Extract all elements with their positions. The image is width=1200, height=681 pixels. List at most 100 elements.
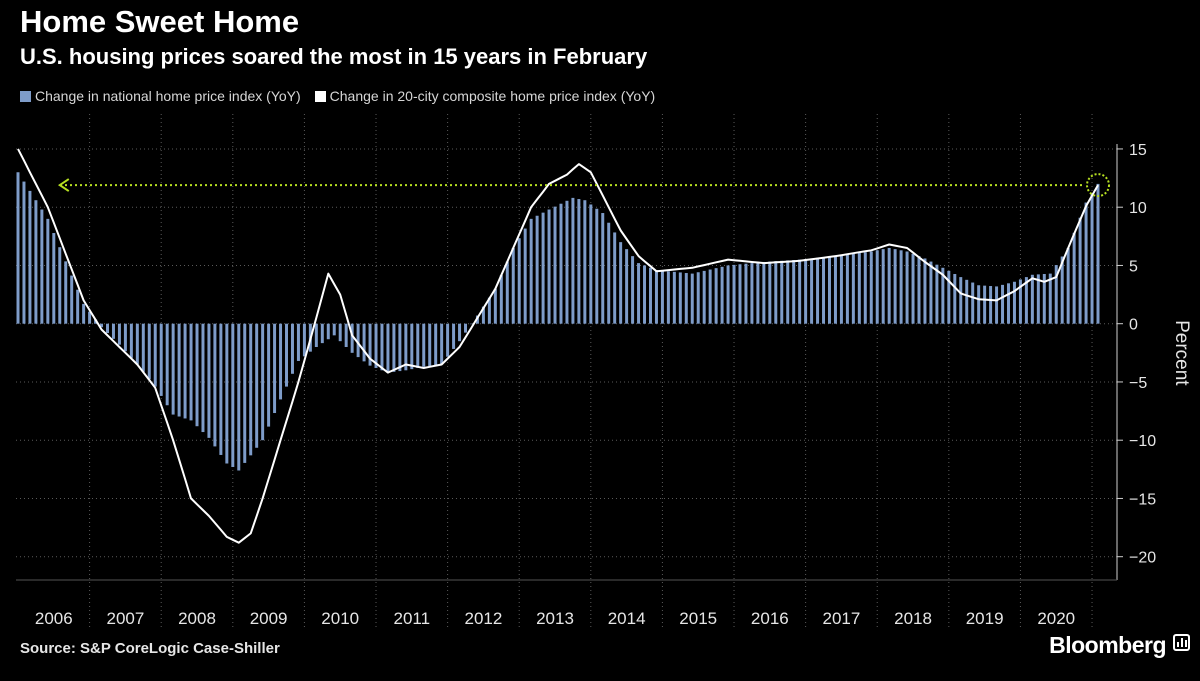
source-note: Source: S&P CoreLogic Case-Shiller [20,640,280,657]
bar [523,228,527,324]
bar [1066,247,1070,324]
bar [147,323,151,380]
bar [159,323,163,396]
bar [756,262,760,324]
bar [392,323,396,372]
bar [34,200,38,324]
bar [869,251,873,324]
bar [1001,284,1005,324]
page-title: Home Sweet Home [20,4,300,39]
bar [905,251,909,324]
bar [714,268,718,324]
bar [845,254,849,324]
bar [983,285,987,324]
bar [16,172,20,324]
bar [28,190,32,324]
bar [1060,256,1064,324]
bar [302,323,306,357]
bar [320,323,324,344]
bar [165,323,169,406]
x-tick-label: 2017 [823,609,861,628]
bar [702,270,706,324]
y-tick-label: 5 [1129,258,1138,275]
bar [571,197,575,324]
bar [798,259,802,324]
bar [446,323,450,357]
bar [207,323,211,438]
y-tick-label: 10 [1129,200,1147,217]
bar [290,323,294,374]
bar [690,273,694,324]
bar [893,249,897,324]
bar [625,249,629,324]
bar [464,323,468,333]
bar [255,323,259,448]
bar [46,218,50,324]
bar [499,275,503,324]
bar [660,270,664,324]
bar [601,213,605,324]
bar [637,263,641,324]
x-tick-label: 2010 [321,609,359,628]
bar [219,323,223,455]
bar [631,256,635,324]
bar [511,247,515,324]
bar [619,242,623,324]
bar [267,323,271,427]
bar [64,261,68,324]
chart-icon [1173,634,1190,651]
bar [368,323,372,366]
bar [1036,274,1040,324]
bar [577,199,581,324]
bar [804,259,808,324]
bar [547,209,551,324]
legend-item-national: Change in national home price index (YoY… [20,88,301,104]
bar [613,232,617,324]
bar [100,323,104,328]
bar [959,277,963,324]
bar [953,273,957,324]
bar [965,279,969,324]
bar [774,261,778,324]
bar [643,265,647,324]
bar [1030,274,1034,324]
bar [1018,279,1022,324]
x-tick-label: 2015 [679,609,717,628]
x-tick-label: 2012 [465,609,503,628]
x-tick-label: 2008 [178,609,216,628]
annotation-circle [1086,173,1110,198]
bar [493,288,497,324]
bar [22,181,26,324]
bar [684,273,688,324]
bar [535,215,539,324]
bar [666,271,670,324]
bar [941,267,945,324]
bar [314,323,318,347]
x-tick-label: 2007 [106,609,144,628]
bar [261,323,265,441]
bar [780,260,784,324]
bar [398,323,402,372]
bar [833,256,837,324]
bar [243,323,247,463]
bar [887,247,891,324]
bar [989,286,993,324]
bar [273,323,277,414]
bar [1042,273,1046,324]
bar [559,203,563,324]
bar [279,323,283,400]
bar [917,256,921,324]
bar [296,323,300,361]
bar [52,233,56,324]
y-tick-label: −10 [1129,433,1156,450]
bar [720,266,724,324]
bar [362,323,366,362]
bar [70,275,74,324]
bar [117,323,121,345]
bar [237,323,241,471]
bar [404,323,408,371]
bar [326,323,330,340]
bar [857,253,861,324]
bar [929,261,933,324]
bar [249,323,253,456]
